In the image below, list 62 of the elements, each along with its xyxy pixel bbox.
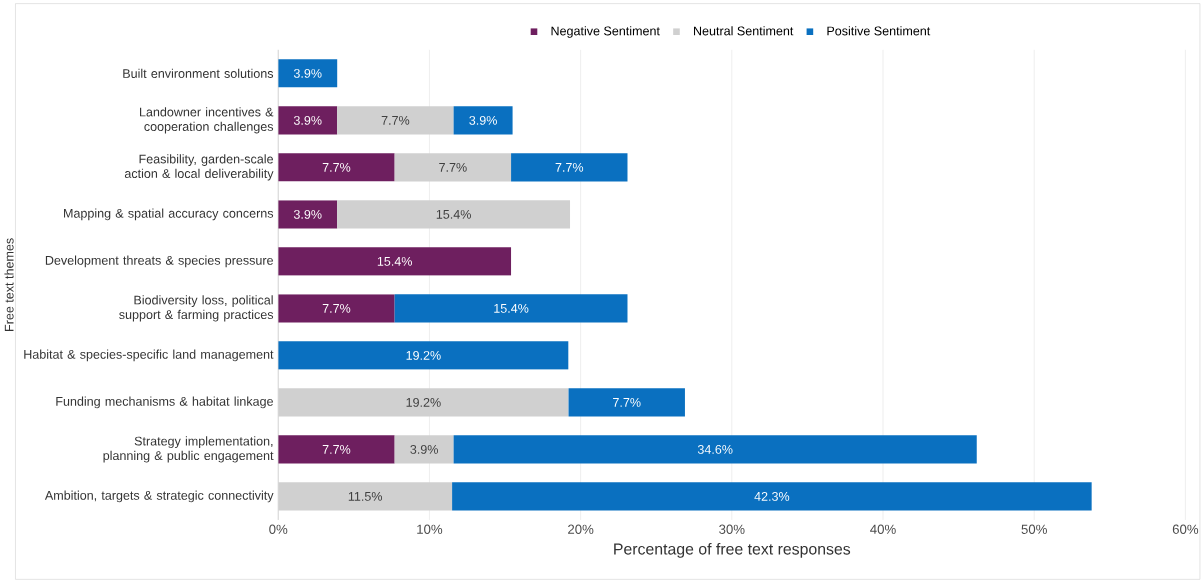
bar — [278, 247, 512, 276]
bar — [394, 153, 512, 182]
data-label: 19.2% — [406, 350, 441, 360]
bar — [278, 153, 395, 182]
legend-label: Neutral Sentiment — [694, 26, 794, 36]
y-tick-label: Landowner incentives & cooperation challenges — [140, 107, 274, 134]
y-tick-label: Development threats & species pressure — [45, 255, 273, 268]
data-label: 3.9% — [410, 444, 438, 454]
data-label: 7.7% — [322, 444, 351, 454]
y-tick-label: Funding mechanisms & habitat linkage — [56, 396, 273, 409]
x-axis-title: Percentage of free text responses — [614, 542, 851, 558]
x-tick-label: 20% — [568, 524, 594, 534]
data-label: 15.4% — [436, 209, 471, 219]
y-axis-title: Free text themes — [4, 238, 14, 331]
x-tick-label: 30% — [719, 524, 745, 534]
bar — [278, 200, 338, 229]
y-tick-label: Mapping & spatial accuracy concerns — [64, 208, 274, 221]
bar — [568, 388, 685, 417]
bar — [278, 59, 338, 88]
bar — [278, 341, 569, 370]
bar — [452, 482, 1092, 511]
bar — [278, 435, 395, 464]
x-tick-label: 50% — [1021, 524, 1047, 534]
data-label: 42.3% — [754, 491, 790, 501]
bar — [511, 153, 628, 182]
legend-label: Negative Sentiment — [551, 26, 660, 38]
data-label: 7.7% — [555, 162, 584, 172]
data-label: 3.9% — [469, 115, 497, 125]
bar — [278, 388, 569, 417]
bar — [394, 435, 454, 464]
bar — [453, 106, 513, 135]
data-label: 3.9% — [293, 115, 322, 125]
data-label: 7.7% — [439, 162, 467, 172]
data-label: 11.5% — [348, 491, 383, 501]
data-label: 7.7% — [322, 162, 351, 172]
data-label: 34.6% — [697, 444, 733, 454]
bar — [278, 482, 453, 511]
y-tick-label: Built environment solutions — [123, 68, 274, 78]
bar — [278, 106, 338, 135]
data-label: 7.7% — [322, 303, 351, 313]
bar — [394, 294, 628, 323]
bar — [337, 106, 454, 135]
y-tick-label: Ambition, targets & strategic connectivity — [44, 490, 274, 503]
y-tick-label: Feasibility, garden-scale action & local deliverability — [124, 154, 274, 181]
y-tick-label: Biodiversity loss, political support & farming practices — [119, 295, 274, 322]
data-label: 7.7% — [613, 397, 641, 407]
legend-label: Positive Sentiment — [827, 26, 931, 36]
bar — [453, 435, 977, 464]
x-tick-label: 10% — [417, 524, 443, 534]
data-label: 7.7% — [381, 115, 410, 125]
bar — [278, 294, 395, 323]
y-tick-label: Habitat & species-specific land management — [24, 349, 274, 362]
data-label: 15.4% — [377, 256, 412, 266]
data-label: 19.2% — [406, 397, 441, 407]
data-label: 3.9% — [293, 68, 322, 78]
x-tick-label: 40% — [870, 524, 896, 534]
data-label: 3.9% — [293, 209, 322, 219]
x-tick-label: 0% — [269, 524, 288, 534]
y-tick-label: Strategy implementation, planning & public engagement — [103, 436, 274, 463]
data-label: 15.4% — [494, 303, 529, 313]
bar — [337, 200, 571, 229]
x-tick-label: 60% — [1172, 524, 1199, 534]
